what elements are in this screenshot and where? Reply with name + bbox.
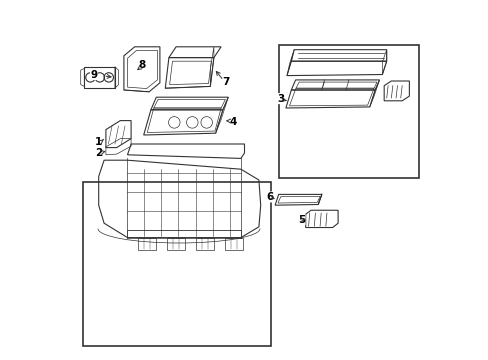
Text: 5: 5 bbox=[297, 215, 305, 225]
Text: 7: 7 bbox=[222, 77, 229, 87]
Text: 4: 4 bbox=[229, 117, 236, 127]
Bar bbox=[278, 45, 418, 178]
Text: 8: 8 bbox=[138, 60, 145, 70]
Bar bbox=[82, 182, 271, 346]
Text: 6: 6 bbox=[266, 192, 273, 202]
Text: 2: 2 bbox=[95, 148, 102, 158]
Text: 3: 3 bbox=[276, 94, 284, 104]
Text: 9: 9 bbox=[90, 69, 98, 80]
Text: 1: 1 bbox=[95, 137, 102, 147]
